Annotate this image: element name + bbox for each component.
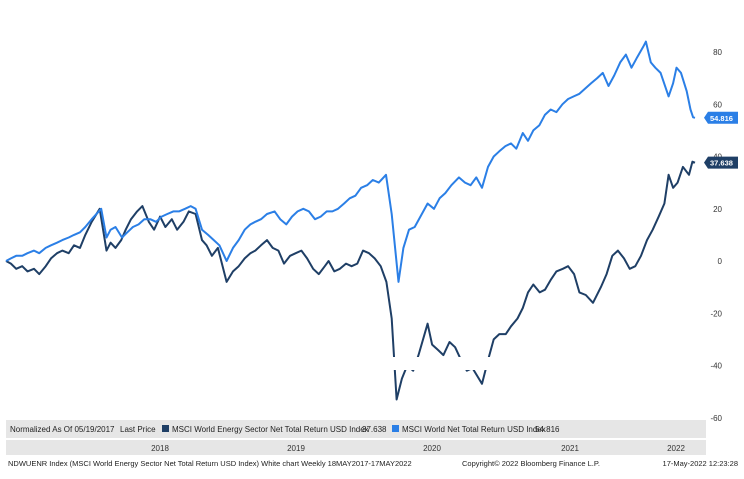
legend: Normalized As Of 05/19/2017 Last Price M…	[6, 357, 706, 438]
y-tick-label: -40	[710, 362, 722, 371]
x-axis-bottom-band	[6, 440, 706, 455]
series-line-energy	[5, 160, 696, 401]
y-tick-label: -60	[710, 414, 722, 423]
y-tick-label: 60	[713, 100, 722, 109]
legend-entry-energy: MSCI World Energy Sector Net Total Retur…	[172, 425, 369, 434]
last-value-label-world: 54.816	[704, 111, 738, 124]
x-axis-bottom: 2018 2019 2020 2021 2022	[6, 440, 706, 455]
last-value-labels: 37.638 54.816	[704, 111, 738, 169]
legend-value-energy: 37.638	[362, 425, 387, 434]
y-tick-label: 0	[718, 257, 723, 266]
legend-swatch-energy	[162, 425, 169, 432]
x-axis-top-label-band	[6, 357, 706, 370]
last-value-label-box	[704, 111, 738, 124]
last-value-label-text: 54.816	[710, 114, 733, 123]
x-tick-label-bottom: 2020	[423, 444, 441, 453]
legend-prefix: Normalized As Of 05/19/2017	[10, 425, 115, 434]
legend-entry-world: MSCI World Net Total Return USD Index	[402, 425, 546, 434]
y-tick-label: 80	[713, 48, 722, 57]
footer: NDWUENR Index (MSCI World Energy Sector …	[8, 459, 738, 468]
last-value-label-box	[704, 156, 738, 169]
y-tick-label: -20	[710, 309, 722, 318]
legend-value-world: 54.816	[535, 425, 560, 434]
y-tick-label: 20	[713, 205, 722, 214]
footer-copyright: Copyright© 2022 Bloomberg Finance L.P.	[462, 459, 600, 468]
series-line-world	[5, 40, 696, 283]
legend-swatch-world	[392, 425, 399, 432]
footer-timestamp: 17-May-2022 12:23:28	[663, 459, 738, 468]
footer-source: NDWUENR Index (MSCI World Energy Sector …	[8, 459, 412, 468]
last-value-label-energy: 37.638	[704, 156, 738, 169]
x-tick-label-bottom: 2019	[287, 444, 305, 453]
legend-mode: Last Price	[120, 425, 156, 434]
x-tick-label-bottom: 2018	[151, 444, 169, 453]
x-tick-label-bottom: 2021	[561, 444, 579, 453]
legend-band	[6, 420, 706, 438]
series-lines	[5, 40, 696, 401]
last-value-label-text: 37.638	[710, 159, 733, 168]
x-tick-label-bottom: 2022	[667, 444, 685, 453]
